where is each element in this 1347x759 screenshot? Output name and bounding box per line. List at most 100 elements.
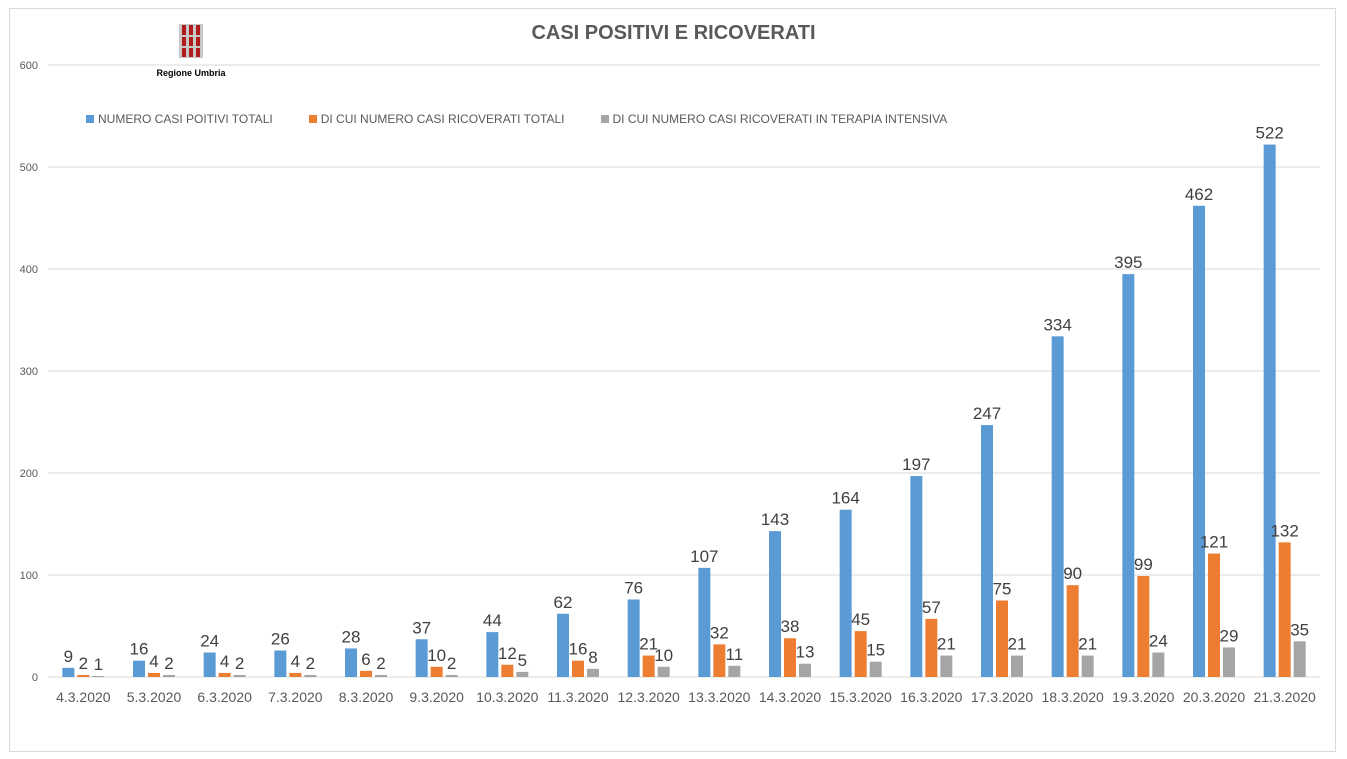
bar-positivi	[1051, 336, 1064, 677]
x-tick-label: 21.3.2020	[1254, 689, 1316, 705]
bar-positivi	[627, 599, 640, 677]
data-label: 6	[361, 650, 370, 669]
x-tick-label: 18.3.2020	[1042, 689, 1104, 705]
bar-terapia-intensiva	[1223, 647, 1235, 677]
bar-positivi	[910, 476, 923, 677]
bar-ricoverati	[1278, 542, 1291, 677]
data-label: 24	[1149, 632, 1168, 651]
bar-ricoverati	[1137, 576, 1150, 677]
data-label: 28	[342, 627, 361, 646]
data-label: 21	[1078, 635, 1097, 654]
chart-frame	[9, 8, 1336, 752]
bar-ricoverati	[430, 666, 443, 677]
bar-positivi	[62, 667, 75, 677]
data-label: 8	[588, 648, 597, 667]
x-tick-label: 15.3.2020	[830, 689, 892, 705]
bar-positivi	[698, 567, 711, 677]
data-label: 12	[498, 644, 517, 663]
data-label: 21	[937, 635, 956, 654]
x-tick-label: 16.3.2020	[900, 689, 962, 705]
legend-swatch-ricoverati	[308, 115, 317, 123]
logo-text: Regione Umbria	[154, 68, 228, 78]
bar-terapia-intensiva	[1293, 641, 1306, 677]
x-tick-label: 10.3.2020	[476, 689, 538, 705]
data-label: 4	[149, 652, 158, 671]
data-label: 21	[1008, 635, 1027, 654]
bar-terapia-intensiva	[516, 671, 529, 677]
bar-ricoverati	[925, 618, 938, 677]
legend-swatch-positivi	[86, 115, 94, 123]
data-label: 35	[1290, 620, 1309, 639]
bar-ricoverati	[854, 631, 867, 677]
x-tick-label: 6.3.2020	[197, 689, 252, 705]
bar-positivi	[769, 531, 781, 677]
umbria-emblem-icon	[179, 24, 203, 58]
data-label: 334	[1043, 315, 1071, 334]
data-label: 57	[922, 598, 941, 617]
bar-ricoverati	[501, 664, 514, 677]
data-label: 132	[1270, 521, 1298, 540]
x-tick-label: 12.3.2020	[618, 689, 680, 705]
data-label: 10	[654, 646, 673, 665]
bar-positivi	[345, 648, 357, 677]
data-label: 4	[220, 652, 229, 671]
bar-terapia-intensiva	[163, 674, 175, 677]
bar-terapia-intensiva	[445, 674, 458, 677]
data-label: 2	[164, 654, 173, 673]
x-tick-label: 4.3.2020	[56, 689, 111, 705]
bar-ricoverati	[996, 600, 1008, 677]
bar-positivi	[486, 632, 499, 677]
data-label: 2	[235, 654, 244, 673]
data-label: 10	[427, 646, 446, 665]
y-tick-label: 100	[20, 570, 38, 582]
legend-label-terapia-intensiva: DI CUI NUMERO CASI RICOVERATI IN TERAPIA…	[612, 112, 948, 126]
data-label: 9	[64, 647, 73, 666]
data-label: 143	[761, 510, 789, 529]
bar-positivi	[839, 509, 852, 677]
bar-terapia-intensiva	[1081, 655, 1094, 677]
bar-positivi	[1263, 144, 1276, 677]
data-label: 62	[554, 593, 573, 612]
bar-ricoverati	[77, 674, 90, 677]
regione-umbria-logo: Regione Umbria	[146, 24, 236, 81]
bar-terapia-intensiva	[92, 675, 105, 677]
bar-terapia-intensiva	[799, 663, 811, 677]
data-label: 76	[624, 578, 643, 597]
legend-item-terapia-intensiva: DI CUI NUMERO CASI RICOVERATI IN TERAPIA…	[600, 112, 948, 126]
data-label: 45	[851, 610, 870, 629]
bar-positivi	[415, 639, 428, 677]
x-tick-label: 13.3.2020	[688, 689, 750, 705]
bar-terapia-intensiva	[940, 655, 953, 677]
legend-item-ricoverati: DI CUI NUMERO CASI RICOVERATI TOTALI	[308, 112, 565, 126]
bar-terapia-intensiva	[1011, 655, 1023, 677]
bar-terapia-intensiva	[233, 674, 246, 677]
data-label: 11	[726, 645, 744, 664]
data-label: 44	[483, 611, 502, 630]
x-tick-label: 8.3.2020	[339, 689, 394, 705]
bar-terapia-intensiva	[375, 674, 387, 677]
bar-ricoverati	[218, 672, 231, 677]
data-label: 26	[271, 629, 290, 648]
x-tick-label: 14.3.2020	[759, 689, 821, 705]
bar-ricoverati	[784, 638, 796, 677]
data-label: 197	[902, 455, 930, 474]
legend-swatch-terapia-intensiva	[600, 115, 609, 123]
y-tick-label: 400	[20, 264, 38, 276]
data-label: 2	[306, 654, 315, 673]
bar-ricoverati	[1066, 585, 1079, 677]
data-label: 24	[200, 632, 219, 651]
data-label: 16	[569, 640, 588, 659]
y-tick-label: 500	[20, 162, 38, 174]
y-tick-label: 300	[20, 366, 38, 378]
bar-terapia-intensiva	[728, 665, 741, 677]
bar-terapia-intensiva	[1152, 652, 1165, 677]
data-label: 2	[79, 654, 88, 673]
bar-ricoverati	[713, 644, 726, 677]
bar-terapia-intensiva	[657, 666, 670, 677]
data-label: 4	[291, 652, 300, 671]
bar-terapia-intensiva	[587, 668, 599, 677]
x-tick-label: 9.3.2020	[409, 689, 464, 705]
chart-title: CASI POSITIVI E RICOVERATI	[531, 22, 816, 44]
data-label: 2	[376, 654, 385, 673]
